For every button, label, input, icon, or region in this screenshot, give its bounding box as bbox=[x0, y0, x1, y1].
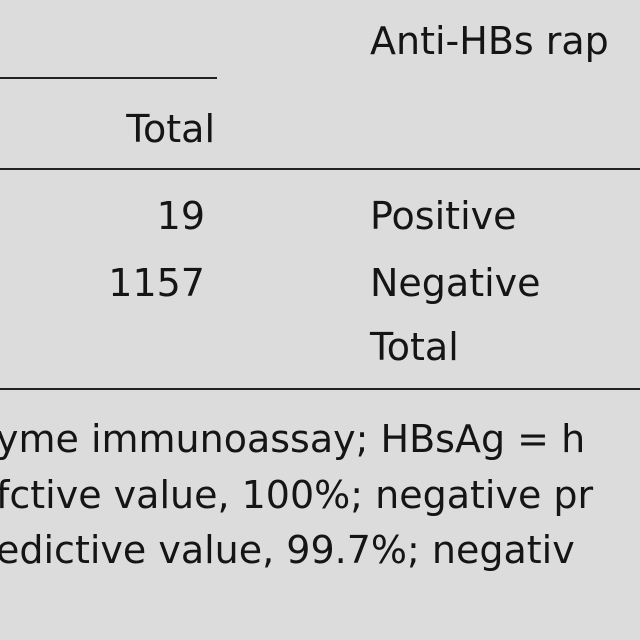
footnote-line: fctive value, 100%; negative pr bbox=[0, 473, 594, 517]
footnote-line: edictive value, 99.7%; negativ bbox=[0, 528, 575, 572]
column-header: Total bbox=[126, 107, 215, 151]
cell: 19 bbox=[156, 194, 205, 238]
column-group-header: Anti-HBs rap bbox=[370, 19, 609, 63]
rule bbox=[0, 77, 217, 79]
cell: Total bbox=[370, 325, 459, 369]
footnote-line: yme immunoassay; HBsAg = h bbox=[0, 417, 586, 461]
rule bbox=[0, 388, 640, 390]
cell: 1157 bbox=[108, 261, 205, 305]
rule bbox=[0, 168, 640, 170]
cell: Positive bbox=[370, 194, 517, 238]
cell: Negative bbox=[370, 261, 541, 305]
